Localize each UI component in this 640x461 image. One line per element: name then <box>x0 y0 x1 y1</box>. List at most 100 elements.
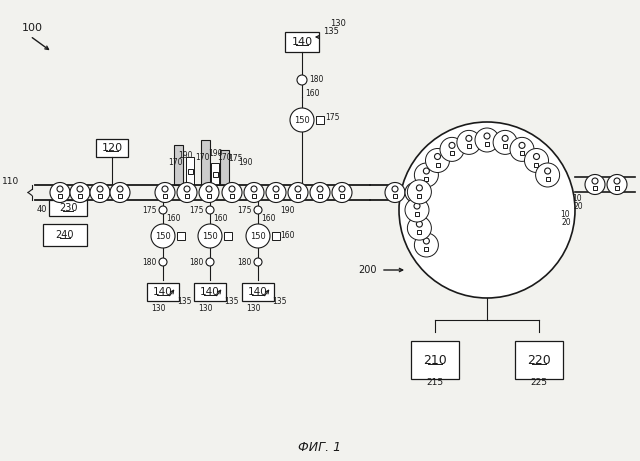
Circle shape <box>475 128 499 152</box>
Bar <box>163 194 167 198</box>
Circle shape <box>332 183 352 202</box>
Text: 160: 160 <box>280 230 294 240</box>
Bar <box>188 169 193 173</box>
Circle shape <box>50 183 70 202</box>
Circle shape <box>206 258 214 266</box>
Circle shape <box>251 186 257 192</box>
Circle shape <box>151 224 175 248</box>
Circle shape <box>457 130 481 154</box>
Text: 130: 130 <box>151 303 165 313</box>
Text: 160: 160 <box>261 213 275 223</box>
Text: 175: 175 <box>228 154 243 162</box>
Circle shape <box>229 186 235 192</box>
Circle shape <box>97 186 103 192</box>
Text: 120: 120 <box>101 143 123 153</box>
Bar <box>220 150 228 185</box>
Text: 140: 140 <box>248 287 268 297</box>
Circle shape <box>519 142 525 148</box>
Circle shape <box>177 183 197 202</box>
Bar <box>185 194 189 198</box>
Text: 40: 40 <box>37 205 47 214</box>
Circle shape <box>440 137 464 161</box>
Circle shape <box>510 137 534 161</box>
Bar <box>296 194 300 198</box>
Text: 215: 215 <box>426 378 444 386</box>
Bar <box>318 194 322 198</box>
Bar <box>200 140 209 185</box>
Bar <box>275 194 278 198</box>
Circle shape <box>244 183 264 202</box>
Bar <box>272 232 280 240</box>
Text: 110: 110 <box>2 177 19 185</box>
Bar <box>49 200 87 216</box>
Circle shape <box>435 154 440 160</box>
Bar <box>340 194 344 198</box>
Text: 200: 200 <box>358 265 377 275</box>
Bar <box>534 163 538 166</box>
Circle shape <box>288 183 308 202</box>
Circle shape <box>607 175 627 195</box>
Text: 170: 170 <box>217 153 232 161</box>
Text: 190: 190 <box>208 148 223 158</box>
Circle shape <box>405 198 429 222</box>
Circle shape <box>414 233 438 257</box>
Circle shape <box>339 186 345 192</box>
Text: 140: 140 <box>200 287 220 297</box>
Bar <box>424 247 428 251</box>
Circle shape <box>412 186 418 192</box>
Circle shape <box>525 148 548 172</box>
Text: 175: 175 <box>237 206 252 214</box>
Bar <box>99 194 102 198</box>
Circle shape <box>424 238 429 244</box>
Circle shape <box>206 186 212 192</box>
Text: 170: 170 <box>168 158 182 166</box>
Circle shape <box>254 258 262 266</box>
Circle shape <box>254 206 262 214</box>
Text: 150: 150 <box>294 116 310 124</box>
Text: 220: 220 <box>527 354 551 366</box>
Circle shape <box>408 216 431 240</box>
Circle shape <box>392 186 398 192</box>
Bar <box>173 145 182 185</box>
Text: 130: 130 <box>246 303 260 313</box>
Text: 140: 140 <box>153 287 173 297</box>
Circle shape <box>295 186 301 192</box>
Circle shape <box>408 180 431 204</box>
Text: 160: 160 <box>213 213 227 223</box>
Bar <box>435 163 440 166</box>
Text: ФИГ. 1: ФИГ. 1 <box>298 441 342 454</box>
Bar <box>224 232 232 240</box>
Bar <box>615 186 619 190</box>
Bar <box>212 171 218 177</box>
Bar <box>415 212 419 216</box>
Text: 170: 170 <box>195 153 209 161</box>
Circle shape <box>77 186 83 192</box>
Circle shape <box>159 206 167 214</box>
Circle shape <box>199 183 219 202</box>
Bar <box>417 230 421 234</box>
Bar <box>520 151 524 155</box>
Circle shape <box>57 186 63 192</box>
Circle shape <box>502 136 508 142</box>
Circle shape <box>162 186 168 192</box>
Text: 10: 10 <box>560 209 570 219</box>
Circle shape <box>385 183 405 202</box>
Circle shape <box>198 224 222 248</box>
Circle shape <box>317 186 323 192</box>
Text: 230: 230 <box>59 203 77 213</box>
Text: 150: 150 <box>202 231 218 241</box>
Circle shape <box>310 183 330 202</box>
Bar <box>450 151 454 155</box>
Text: 175: 175 <box>325 112 339 122</box>
Text: 150: 150 <box>155 231 171 241</box>
Bar <box>96 139 128 157</box>
Text: 190: 190 <box>238 158 253 166</box>
Bar <box>43 224 87 246</box>
Circle shape <box>155 183 175 202</box>
Text: 20: 20 <box>562 218 572 226</box>
Circle shape <box>273 186 279 192</box>
Bar <box>417 194 421 198</box>
Circle shape <box>417 185 422 191</box>
Text: 160: 160 <box>166 213 180 223</box>
Bar <box>285 32 319 52</box>
